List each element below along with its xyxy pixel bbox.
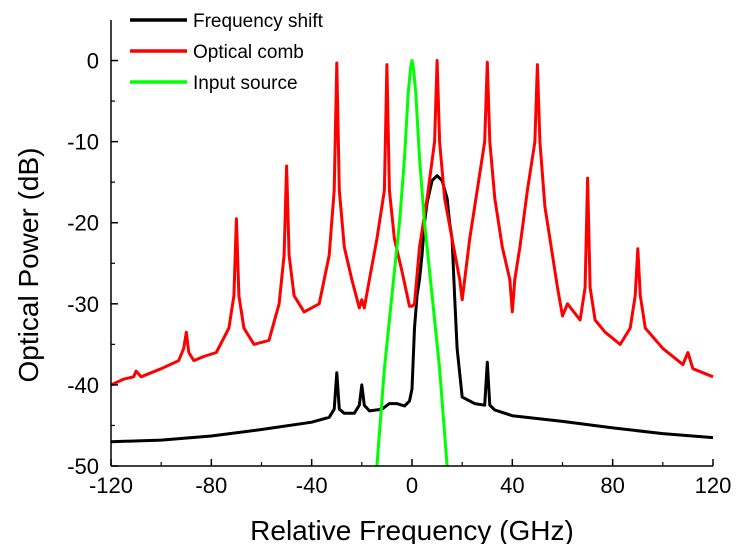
y-tick-label: -10	[67, 130, 99, 155]
x-tick-label: -80	[195, 473, 227, 498]
x-tick-label: 80	[600, 473, 624, 498]
legend: Frequency shift Optical comb Input source	[130, 11, 324, 94]
y-ticks: 0 -10 -20 -30 -40 -50	[67, 49, 118, 479]
legend-label: Input source	[193, 73, 298, 94]
series-line-frequency-shift	[110, 174, 714, 444]
x-tick-label: -120	[89, 473, 133, 498]
x-ticks: -120 -80 -40 0 40 80 120	[89, 459, 731, 498]
plot-area	[110, 59, 714, 467]
y-tick-label: 0	[87, 49, 99, 74]
y-axis-title: Optical Power (dB)	[13, 148, 44, 383]
series-line-input-source	[375, 59, 449, 467]
x-tick-label: -40	[296, 473, 328, 498]
x-tick-label: 0	[406, 473, 418, 498]
series-line-optical-comb	[110, 59, 714, 387]
axes: -120 -80 -40 0 40 80 120 0 -10 -20 -30 -40 -50	[67, 20, 731, 498]
y-tick-label: -40	[67, 373, 99, 398]
legend-label: Frequency shift	[193, 11, 324, 32]
x-axis-title: Relative Frequency (GHz)	[250, 515, 574, 544]
x-tick-label: 40	[500, 473, 524, 498]
x-tick-label: 120	[695, 473, 732, 498]
y-tick-label: -20	[67, 211, 99, 236]
y-tick-label: -30	[67, 292, 99, 317]
y-tick-label: -50	[67, 454, 99, 479]
legend-label: Optical comb	[193, 42, 304, 63]
